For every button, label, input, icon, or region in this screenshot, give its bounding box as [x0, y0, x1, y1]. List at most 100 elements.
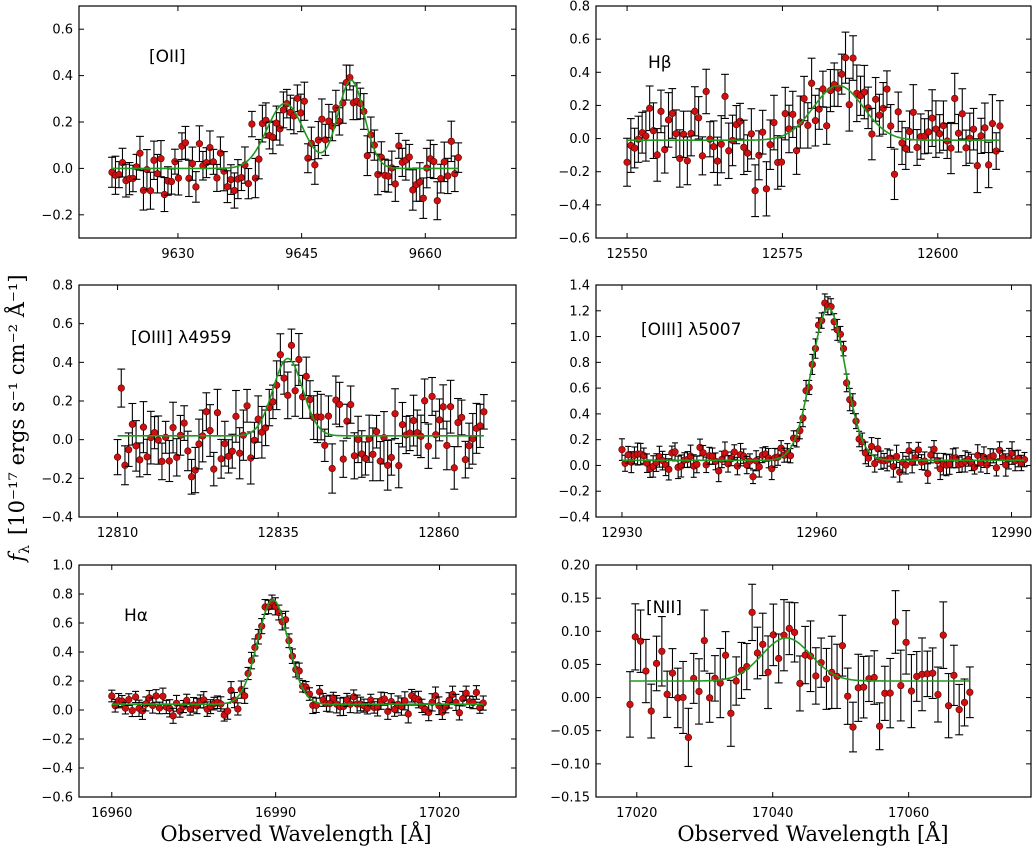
y-tick-label: 0.2 — [52, 675, 73, 690]
data-point — [227, 175, 235, 184]
data-point — [462, 689, 470, 697]
data-point — [981, 124, 989, 132]
y-axis-label-symbol: f — [5, 551, 29, 564]
data-point — [437, 175, 445, 183]
data-point — [623, 158, 631, 166]
data-point — [711, 457, 720, 465]
data-point — [684, 733, 692, 742]
y-tick-label: −0.10 — [550, 757, 590, 772]
data-point — [302, 372, 310, 380]
data-point — [169, 423, 177, 432]
x-tick-label: 9630 — [161, 247, 194, 262]
x-tick-label: 16990 — [255, 806, 296, 821]
data-point — [180, 419, 188, 427]
data-point — [350, 452, 358, 460]
data-point — [461, 456, 469, 464]
data-point — [444, 172, 452, 180]
data-point — [864, 454, 873, 462]
data-point — [160, 190, 169, 199]
y-axis-label-units: [10⁻¹⁷ ergs s⁻¹ cm⁻² Å⁻¹] — [4, 274, 29, 535]
data-point — [221, 440, 229, 448]
data-point — [985, 161, 993, 169]
data-point — [295, 355, 303, 364]
panel-title: Hβ — [648, 53, 672, 73]
data-point — [181, 139, 190, 147]
data-point — [248, 120, 256, 128]
fit-curve — [627, 84, 1000, 142]
data-point — [902, 145, 910, 153]
data-point — [409, 416, 418, 425]
x-tick-label: 12550 — [606, 247, 647, 262]
data-point — [287, 341, 296, 349]
data-point — [174, 174, 183, 182]
data-point — [363, 152, 371, 160]
data-point — [768, 465, 776, 473]
data-point — [187, 473, 196, 481]
data-point — [188, 160, 197, 168]
data-point — [891, 618, 900, 626]
data-point — [213, 174, 221, 182]
data-point — [715, 467, 723, 475]
data-point — [476, 422, 484, 430]
data-point — [844, 692, 852, 700]
data-point — [822, 675, 831, 683]
data-point — [664, 116, 673, 124]
data-point — [642, 667, 650, 675]
data-point — [118, 159, 127, 167]
fit-curve — [621, 307, 1025, 462]
data-point — [369, 450, 377, 458]
axes-frame — [595, 284, 1032, 518]
data-point — [751, 187, 759, 195]
data-point — [279, 106, 287, 114]
data-point — [702, 87, 710, 96]
y-tick-label: −0.2 — [41, 472, 73, 487]
data-point — [480, 408, 488, 416]
data-point — [890, 170, 899, 178]
data-point — [868, 442, 876, 451]
y-tick-label: −0.4 — [558, 198, 590, 213]
x-tick-label: 17020 — [419, 806, 460, 821]
data-point — [887, 122, 895, 130]
data-point — [875, 722, 884, 730]
data-point — [404, 710, 412, 718]
y-tick-label: 0.8 — [52, 279, 73, 294]
y-tick-label: −0.4 — [558, 511, 590, 526]
y-tick-label: 1.0 — [569, 330, 590, 345]
data-point — [762, 185, 771, 193]
panel-4: −0.6 −0.4 −0.2 0.0 0.2 0.4 0.6 0.8 1.0 16960 16990… — [41, 559, 517, 821]
data-point — [195, 440, 203, 448]
data-point — [350, 693, 358, 701]
x-tick-label: 9645 — [285, 247, 318, 262]
data-point — [811, 117, 819, 125]
data-point — [184, 447, 192, 455]
data-point — [973, 162, 981, 170]
data-point — [800, 94, 808, 103]
data-point — [679, 130, 688, 138]
data-point — [416, 178, 424, 186]
data-point — [280, 374, 288, 382]
y-tick-label: 1.2 — [569, 304, 590, 319]
y-tick-label: −0.2 — [558, 485, 590, 500]
data-point — [988, 120, 996, 128]
data-point — [118, 697, 126, 705]
y-tick-label: 0.4 — [52, 69, 73, 84]
data-point — [929, 669, 937, 677]
data-point — [845, 101, 853, 109]
data-point — [232, 412, 240, 420]
data-point — [775, 654, 783, 663]
panel-2: −0.4 −0.2 0.0 0.2 0.4 0.6 0.8 12810 12835 12860 [O… — [41, 279, 517, 541]
data-point — [646, 104, 654, 112]
data-point — [129, 174, 137, 183]
data-point — [687, 452, 695, 460]
y-tick-label: −0.2 — [558, 165, 590, 180]
data-point — [465, 442, 473, 450]
data-point — [425, 708, 433, 717]
data-point — [132, 693, 140, 701]
y-tick-label: 0.2 — [569, 433, 590, 448]
data-point — [384, 172, 392, 180]
data-point — [269, 398, 277, 406]
data-point — [387, 453, 395, 462]
data-point — [777, 158, 786, 166]
data-point — [874, 445, 882, 453]
data-point — [234, 705, 242, 713]
